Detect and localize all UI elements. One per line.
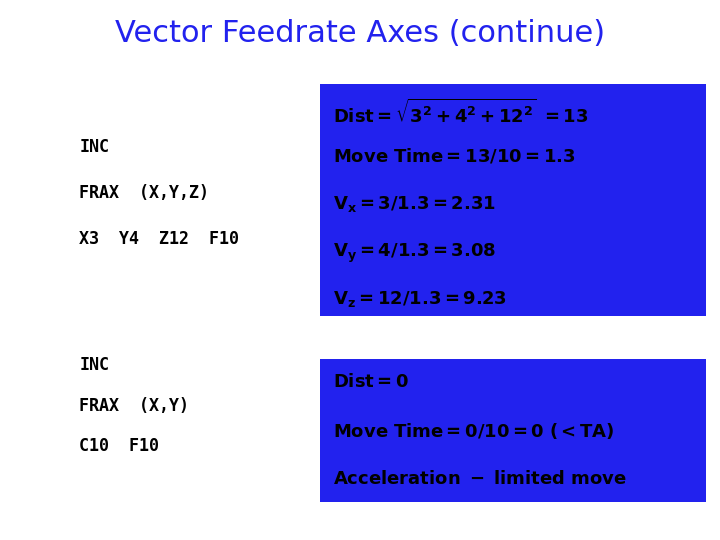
Text: C10  F10: C10 F10 xyxy=(79,437,159,455)
Text: $\mathbf{V_z = 12 / 1.3 = 9.23}$: $\mathbf{V_z = 12 / 1.3 = 9.23}$ xyxy=(333,289,508,309)
Text: $\mathbf{Move\ Time = 0 / 10 = 0\ (< TA)}$: $\mathbf{Move\ Time = 0 / 10 = 0\ (< TA)… xyxy=(333,421,615,441)
Text: FRAX  (X,Y): FRAX (X,Y) xyxy=(79,397,189,415)
Text: $\mathbf{V_x = 3 / 1.3 = 2.31}$: $\mathbf{V_x = 3 / 1.3 = 2.31}$ xyxy=(333,194,496,214)
Text: FRAX  (X,Y,Z): FRAX (X,Y,Z) xyxy=(79,184,210,201)
Text: X3  Y4  Z12  F10: X3 Y4 Z12 F10 xyxy=(79,230,239,247)
Text: $\mathbf{V_y = 4 / 1.3 = 3.08}$: $\mathbf{V_y = 4 / 1.3 = 3.08}$ xyxy=(333,241,497,265)
Text: $\mathbf{Dist = 0}$: $\mathbf{Dist = 0}$ xyxy=(333,373,410,390)
Text: $\mathbf{Dist = \sqrt{3^2 + 4^2 + 12^2}\ = 13}$: $\mathbf{Dist = \sqrt{3^2 + 4^2 + 12^2}\… xyxy=(333,99,589,127)
Text: $\mathbf{Move\ Time = 13 / 10 = 1.3}$: $\mathbf{Move\ Time = 13 / 10 = 1.3}$ xyxy=(333,146,576,165)
Text: INC: INC xyxy=(79,138,109,156)
Text: INC: INC xyxy=(79,356,109,374)
Bar xyxy=(320,359,706,502)
Text: $\mathbf{Acceleration\ -\ limited\ move}$: $\mathbf{Acceleration\ -\ limited\ move}… xyxy=(333,470,627,488)
Text: Vector Feedrate Axes (continue): Vector Feedrate Axes (continue) xyxy=(115,19,605,48)
Bar xyxy=(320,84,706,316)
